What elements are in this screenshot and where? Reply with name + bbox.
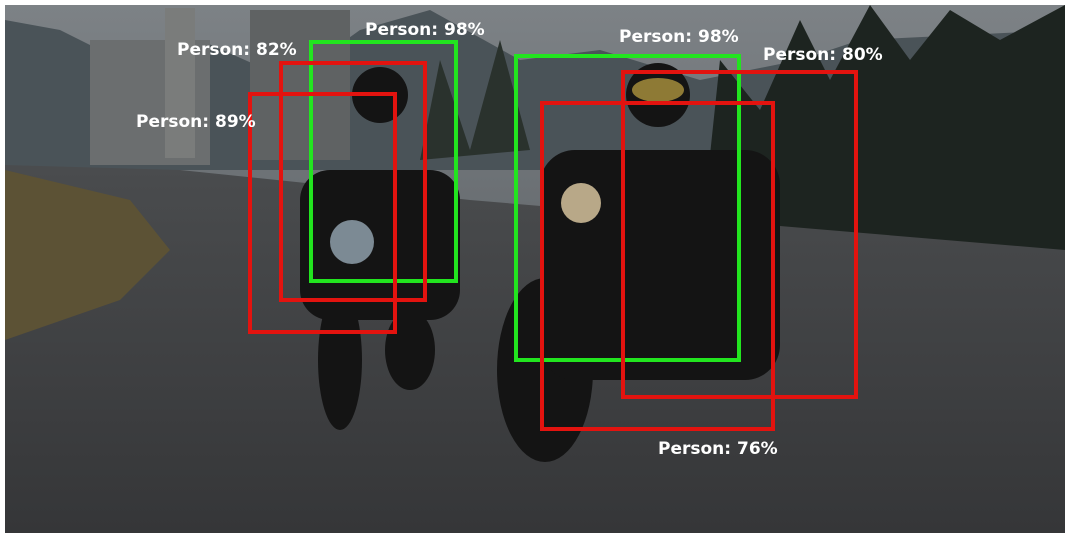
scene: Person: 98% Person: 82% Person: 89% Pers… xyxy=(0,0,1068,535)
photo xyxy=(5,5,1065,533)
detection-label: Person: 89% xyxy=(136,112,256,132)
detection-label: Person: 98% xyxy=(619,27,739,47)
detection-label: Person: 76% xyxy=(658,439,778,459)
page: Person: 98% Person: 82% Person: 89% Pers… xyxy=(0,0,1068,535)
detection-label: Person: 80% xyxy=(763,45,883,65)
detection-label: Person: 98% xyxy=(365,20,485,40)
detection-label: Person: 82% xyxy=(177,40,297,60)
